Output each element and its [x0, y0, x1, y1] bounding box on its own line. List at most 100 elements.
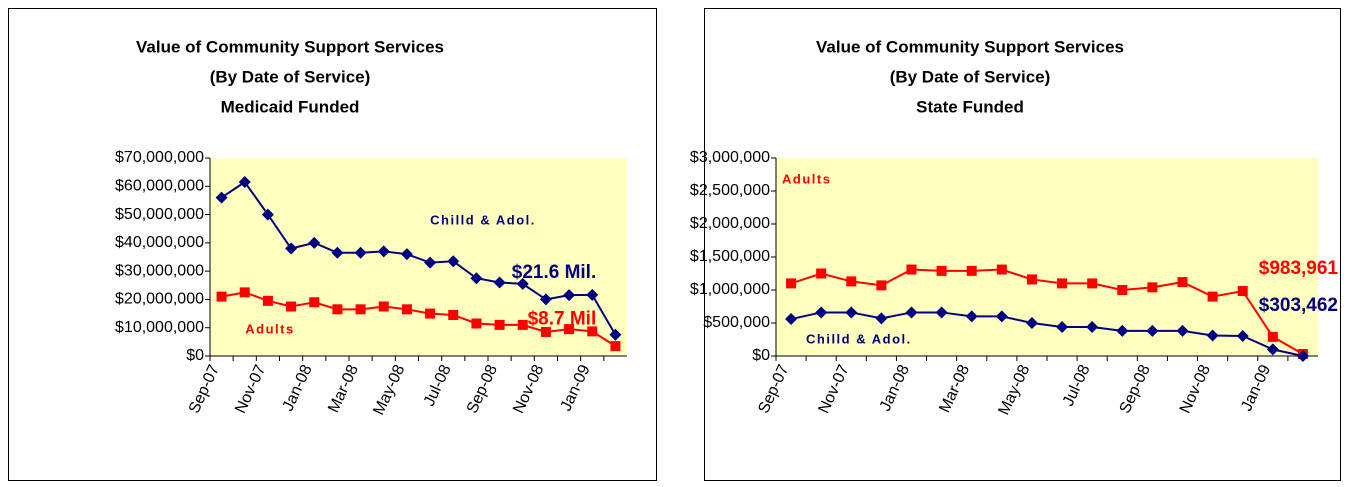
data-point	[906, 264, 917, 275]
data-point	[1025, 317, 1038, 329]
y-tick-label: $3,000,000	[690, 149, 770, 166]
y-tick-label: $30,000,000	[115, 262, 204, 279]
data-point	[355, 304, 366, 315]
data-point	[401, 304, 412, 315]
data-point	[1116, 324, 1129, 337]
data-point	[905, 306, 918, 319]
data-point	[1176, 324, 1189, 337]
data-point	[1206, 329, 1219, 342]
data-point	[261, 208, 274, 221]
data-point	[610, 341, 621, 352]
data-point	[996, 264, 1007, 275]
data-point	[539, 293, 552, 306]
data-point	[494, 319, 505, 330]
data-point	[786, 278, 797, 289]
data-point	[563, 289, 576, 302]
chart-subtitle: (By Date of Service)	[210, 67, 371, 86]
data-point	[216, 291, 227, 302]
data-point	[1147, 282, 1158, 293]
series-line	[790, 268, 1304, 355]
data-point	[1026, 274, 1037, 285]
data-label: $303,462	[1259, 295, 1338, 316]
data-point	[1086, 320, 1099, 333]
data-point	[377, 245, 390, 258]
data-point	[846, 276, 857, 287]
y-tick-label: $10,000,000	[115, 319, 204, 336]
data-point	[995, 310, 1008, 323]
chart-subtitle: State Funded	[916, 97, 1024, 116]
data-point	[1236, 329, 1249, 342]
data-point	[447, 255, 460, 268]
plot-area	[776, 158, 1318, 356]
data-point	[1056, 320, 1069, 333]
data-point	[815, 306, 828, 319]
data-point	[785, 313, 798, 326]
data-point	[1146, 324, 1159, 337]
data-point	[587, 326, 598, 337]
data-point	[308, 236, 321, 249]
data-point	[309, 297, 320, 308]
data-point	[540, 326, 551, 337]
data-point	[425, 308, 436, 319]
data-point	[493, 276, 506, 289]
data-label: $983,961	[1259, 258, 1339, 279]
data-label: $21.6 Mil.	[512, 262, 597, 283]
data-point	[262, 295, 273, 306]
series-label: Adults	[782, 171, 831, 186]
chart-subtitle: Medicaid Funded	[221, 97, 360, 116]
data-point	[564, 324, 575, 335]
data-point	[936, 265, 947, 276]
data-point	[354, 246, 367, 259]
y-tick-label: $50,000,000	[115, 206, 204, 223]
data-point	[400, 248, 413, 261]
data-point	[332, 304, 343, 315]
data-point	[1296, 350, 1309, 362]
data-point	[448, 309, 459, 320]
data-point	[935, 306, 948, 319]
data-point	[1266, 343, 1279, 356]
y-tick-label: $1,500,000	[690, 248, 770, 265]
data-point	[1117, 285, 1128, 295]
data-point	[238, 176, 251, 189]
series-label: Chilld & Adol.	[430, 212, 536, 227]
data-point	[609, 328, 622, 341]
data-point	[1087, 278, 1098, 289]
y-tick-label: $2,500,000	[690, 182, 770, 199]
chart-subtitle: (By Date of Service)	[890, 67, 1051, 86]
data-point	[965, 310, 978, 323]
chart-title: Value of Community Support Services	[136, 37, 444, 56]
chart-title: Value of Community Support Services	[816, 37, 1124, 56]
y-tick-label: $40,000,000	[115, 234, 204, 251]
data-point	[586, 288, 599, 301]
data-point	[215, 191, 228, 204]
data-point	[286, 301, 297, 312]
data-point	[1207, 291, 1218, 302]
data-point	[1237, 286, 1248, 297]
data-point	[424, 256, 437, 269]
data-point	[331, 246, 344, 259]
data-point	[516, 277, 529, 290]
data-point	[1057, 278, 1068, 289]
y-tick-label: $2,000,000	[690, 215, 770, 232]
data-point	[471, 318, 482, 329]
data-point	[816, 268, 827, 279]
y-tick-label: $20,000,000	[115, 291, 204, 308]
data-point	[875, 312, 888, 325]
data-point	[876, 280, 887, 291]
data-point	[517, 319, 528, 330]
y-tick-label: $0	[752, 347, 770, 364]
y-tick-label: $500,000	[703, 314, 770, 331]
data-point	[1267, 331, 1278, 342]
data-point	[1177, 277, 1188, 288]
data-point	[239, 287, 250, 298]
series-label: Chilld & Adol.	[806, 331, 912, 346]
y-tick-label: $0	[186, 347, 204, 364]
data-point	[966, 265, 977, 276]
data-label: $8.7 Mil	[528, 308, 597, 329]
data-point	[285, 242, 298, 255]
series-label: Adults	[245, 321, 294, 336]
data-point	[470, 272, 483, 285]
plot-area	[210, 158, 627, 356]
y-tick-label: $60,000,000	[115, 178, 204, 195]
y-tick-label: $70,000,000	[115, 149, 204, 166]
